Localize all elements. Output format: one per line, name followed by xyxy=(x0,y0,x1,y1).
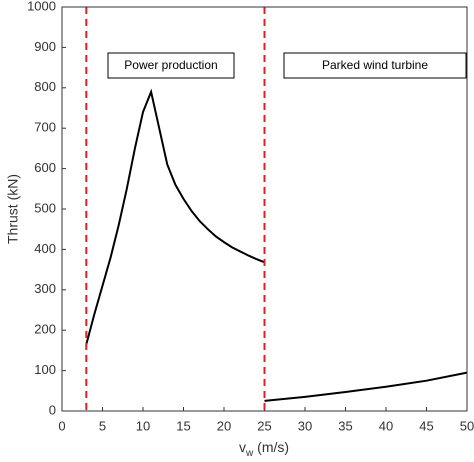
annotation-box xyxy=(107,52,235,79)
x-tick-label: 5 xyxy=(99,418,106,433)
y-tick-label: 500 xyxy=(34,200,56,215)
x-tick-label: 15 xyxy=(176,418,190,433)
plot-frame xyxy=(61,6,468,412)
y-tick-label: 0 xyxy=(49,402,56,417)
x-tick-label: 35 xyxy=(338,418,352,433)
x-axis-unit: (m/s) xyxy=(257,439,289,455)
y-axis-title: Thrust (kN) xyxy=(5,174,21,244)
x-tick-label: 30 xyxy=(298,418,312,433)
annotation: Parked wind turbine xyxy=(322,58,428,72)
x-tick-label: 0 xyxy=(58,418,65,433)
x-tick-label: 40 xyxy=(379,418,393,433)
y-tick-label: 1000 xyxy=(27,0,56,13)
x-tick-label: 45 xyxy=(419,418,433,433)
y-tick-label: 700 xyxy=(34,120,56,135)
x-tick-label: 10 xyxy=(136,418,150,433)
line-series xyxy=(85,88,265,345)
y-tick-label: 900 xyxy=(34,39,56,54)
y-tick-label: 800 xyxy=(34,79,56,94)
x-axis-symbol: v xyxy=(239,439,246,455)
y-tick-label: 100 xyxy=(34,362,56,377)
x-axis-subscript: w xyxy=(245,448,254,459)
x-axis-title: vw (m/s) xyxy=(239,439,289,459)
x-tick-label: 50 xyxy=(460,418,474,433)
y-tick-label: 300 xyxy=(34,281,56,296)
x-tick-label: 25 xyxy=(257,418,271,433)
y-tick-label: 400 xyxy=(34,241,56,256)
annotation-box xyxy=(283,52,467,79)
y-tick-label: 600 xyxy=(34,160,56,175)
y-tick-label: 200 xyxy=(34,322,56,337)
x-tick-label: 20 xyxy=(217,418,231,433)
line-series xyxy=(264,371,468,402)
annotation: Power production xyxy=(124,58,217,72)
